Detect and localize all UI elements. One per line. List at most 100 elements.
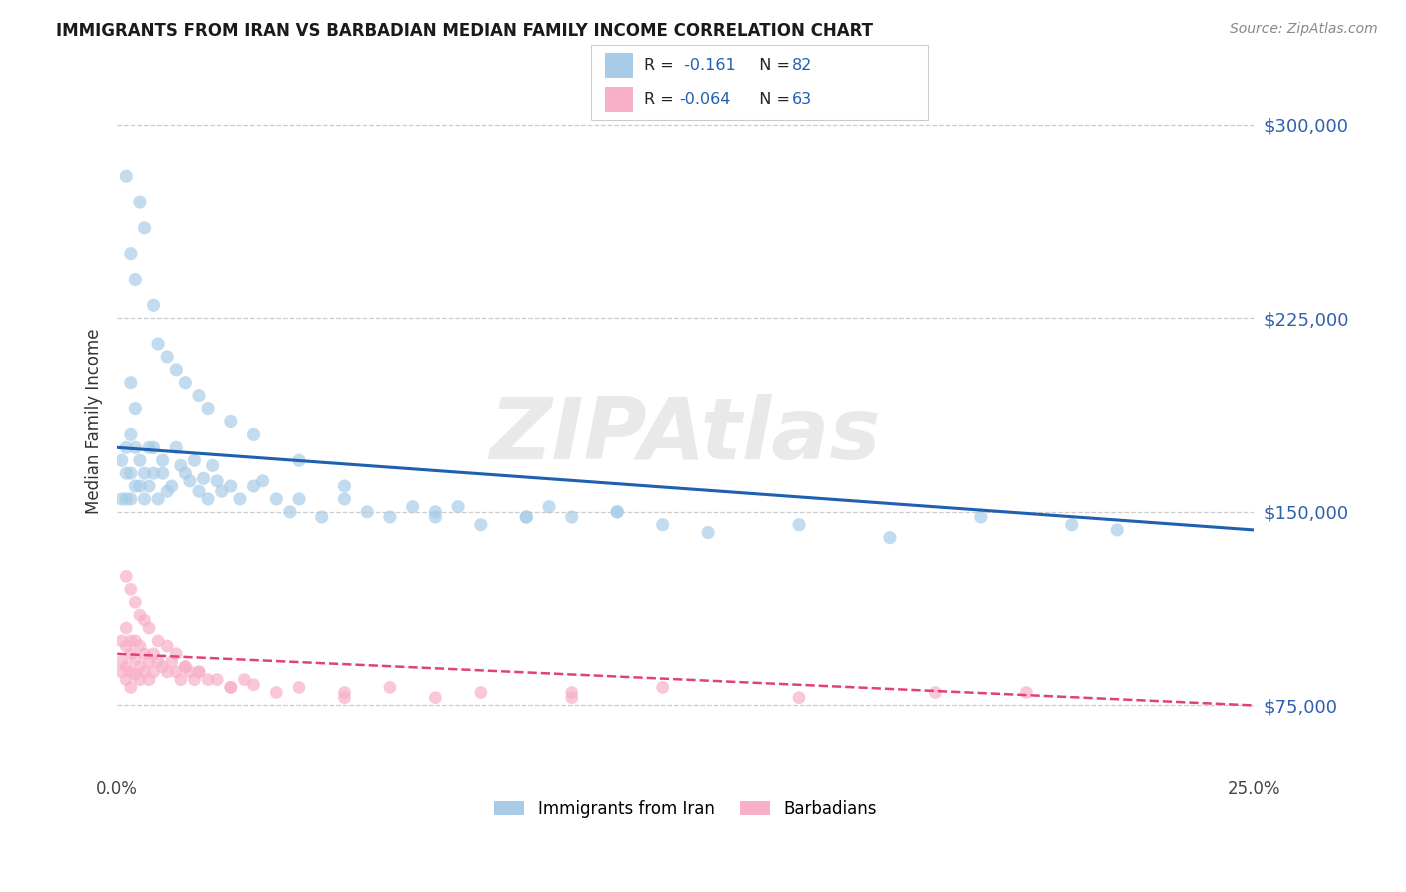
- Point: [160, 479, 183, 493]
- Point: [111, 634, 134, 648]
- Point: [924, 685, 946, 699]
- Point: [124, 667, 146, 681]
- Point: [561, 685, 583, 699]
- Point: [142, 298, 165, 312]
- Point: [156, 350, 179, 364]
- Point: [115, 673, 138, 687]
- Point: [561, 510, 583, 524]
- Text: N =: N =: [749, 58, 796, 72]
- Point: [152, 453, 174, 467]
- Point: [278, 505, 301, 519]
- Point: [219, 479, 242, 493]
- Point: [561, 690, 583, 705]
- Point: [266, 685, 288, 699]
- Point: [129, 608, 152, 623]
- Point: [288, 681, 311, 695]
- Point: [288, 453, 311, 467]
- Point: [470, 685, 492, 699]
- Point: [111, 453, 134, 467]
- Point: [124, 595, 146, 609]
- Point: [242, 427, 264, 442]
- Point: [134, 220, 156, 235]
- Point: [111, 665, 134, 679]
- Text: 63: 63: [792, 93, 811, 107]
- Point: [188, 665, 211, 679]
- Point: [115, 659, 138, 673]
- Point: [879, 531, 901, 545]
- Point: [1015, 685, 1038, 699]
- Point: [115, 639, 138, 653]
- Point: [124, 634, 146, 648]
- Point: [142, 466, 165, 480]
- Point: [183, 673, 205, 687]
- Point: [120, 466, 142, 480]
- Point: [606, 505, 628, 519]
- Point: [179, 474, 201, 488]
- Point: [120, 681, 142, 695]
- Point: [124, 652, 146, 666]
- Point: [165, 440, 187, 454]
- Point: [115, 466, 138, 480]
- Point: [165, 363, 187, 377]
- Point: [378, 681, 401, 695]
- Point: [134, 466, 156, 480]
- Point: [252, 474, 274, 488]
- Point: [333, 685, 356, 699]
- Point: [138, 655, 160, 669]
- Point: [120, 647, 142, 661]
- Point: [537, 500, 560, 514]
- Legend: Immigrants from Iran, Barbadians: Immigrants from Iran, Barbadians: [488, 793, 883, 824]
- Point: [356, 505, 378, 519]
- Point: [211, 484, 233, 499]
- Point: [120, 582, 142, 597]
- Point: [124, 272, 146, 286]
- Point: [288, 491, 311, 506]
- Point: [606, 505, 628, 519]
- Point: [111, 491, 134, 506]
- Point: [266, 491, 288, 506]
- Point: [333, 491, 356, 506]
- Point: [219, 681, 242, 695]
- Point: [129, 639, 152, 653]
- Point: [165, 647, 187, 661]
- Point: [120, 376, 142, 390]
- Point: [311, 510, 333, 524]
- Point: [219, 415, 242, 429]
- Point: [142, 440, 165, 454]
- Point: [129, 659, 152, 673]
- Point: [152, 466, 174, 480]
- Point: [1107, 523, 1129, 537]
- Point: [138, 440, 160, 454]
- Point: [197, 491, 219, 506]
- Point: [124, 479, 146, 493]
- Point: [160, 655, 183, 669]
- Point: [165, 665, 187, 679]
- Point: [120, 634, 142, 648]
- Text: 82: 82: [792, 58, 811, 72]
- Point: [134, 491, 156, 506]
- Point: [111, 655, 134, 669]
- Point: [129, 453, 152, 467]
- Point: [197, 673, 219, 687]
- Point: [515, 510, 537, 524]
- Point: [193, 471, 215, 485]
- Point: [651, 681, 673, 695]
- Point: [156, 665, 179, 679]
- Point: [242, 678, 264, 692]
- Text: IMMIGRANTS FROM IRAN VS BARBADIAN MEDIAN FAMILY INCOME CORRELATION CHART: IMMIGRANTS FROM IRAN VS BARBADIAN MEDIAN…: [56, 22, 873, 40]
- Point: [138, 673, 160, 687]
- Point: [515, 510, 537, 524]
- Point: [129, 673, 152, 687]
- Point: [170, 458, 193, 473]
- Point: [115, 621, 138, 635]
- Point: [425, 505, 447, 519]
- Text: R =: R =: [644, 58, 679, 72]
- Point: [134, 665, 156, 679]
- Point: [134, 613, 156, 627]
- Point: [120, 491, 142, 506]
- Point: [174, 659, 197, 673]
- Point: [188, 665, 211, 679]
- Point: [152, 659, 174, 673]
- Point: [205, 474, 228, 488]
- Point: [115, 169, 138, 184]
